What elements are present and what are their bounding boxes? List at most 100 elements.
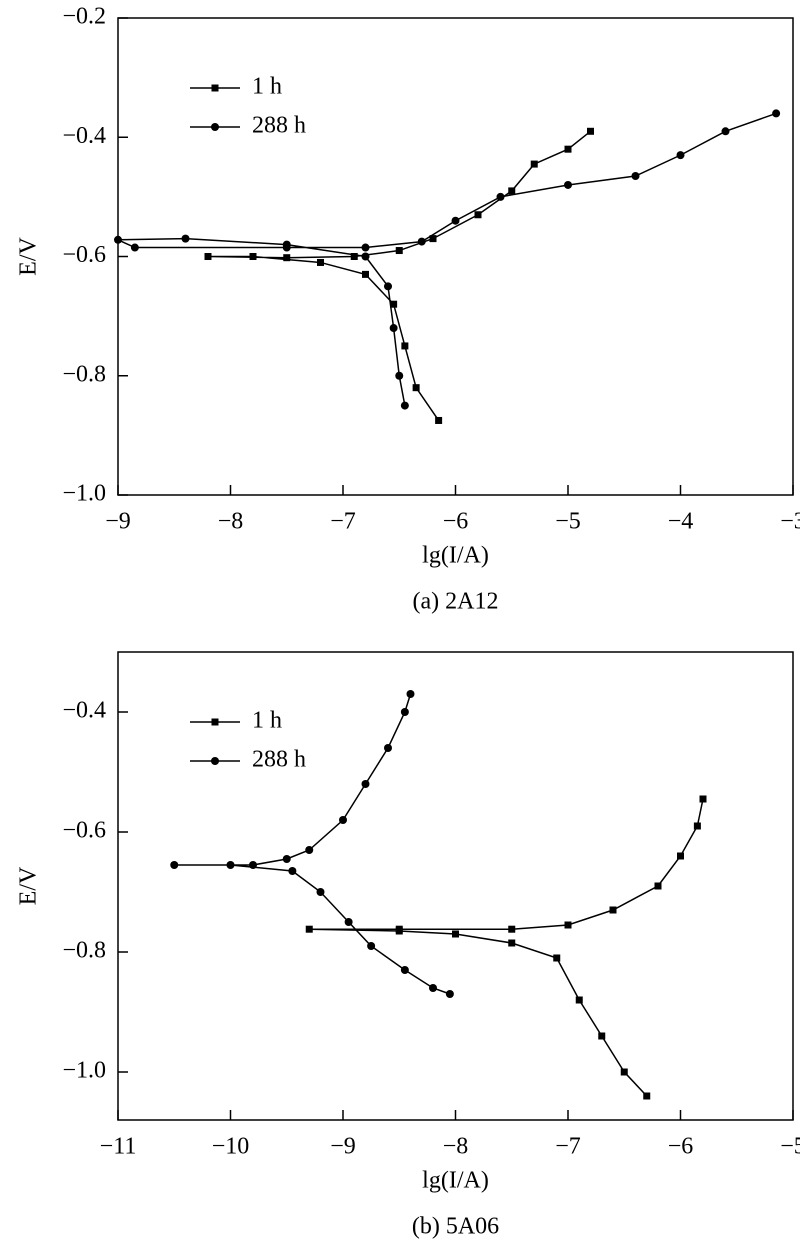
marker — [406, 690, 415, 698]
marker — [654, 882, 662, 890]
marker — [339, 816, 347, 824]
x-tick-label: −7 — [555, 1134, 581, 1160]
y-axis-label: E/V — [16, 866, 42, 905]
marker — [170, 861, 179, 869]
marker — [721, 127, 730, 136]
x-axis-label: lg(I/A) — [422, 543, 489, 569]
marker — [435, 416, 443, 424]
marker — [362, 270, 369, 278]
x-tick-label: −4 — [668, 509, 694, 535]
x-tick-label: −9 — [330, 1134, 356, 1160]
marker — [429, 235, 437, 243]
marker — [316, 888, 325, 896]
marker — [693, 822, 701, 830]
marker — [452, 930, 459, 938]
x-tick-label: −5 — [780, 1134, 800, 1160]
y-tick-label: −0.8 — [62, 938, 106, 964]
marker — [361, 252, 370, 261]
marker — [181, 234, 190, 243]
marker — [400, 708, 409, 716]
marker — [676, 151, 685, 160]
marker — [390, 300, 398, 308]
series-line — [174, 693, 451, 995]
marker — [451, 216, 460, 225]
marker — [344, 918, 353, 926]
legend-label: 1 h — [252, 708, 282, 734]
marker — [587, 127, 594, 135]
marker — [553, 954, 561, 962]
x-tick-label: −8 — [443, 1134, 469, 1160]
x-tick-label: −5 — [555, 509, 581, 535]
marker — [620, 1068, 628, 1076]
marker — [226, 861, 235, 869]
x-tick-label: −8 — [218, 509, 244, 535]
legend-label: 1 h — [252, 74, 282, 100]
y-axis-label: E/V — [16, 237, 42, 276]
marker — [564, 180, 572, 189]
marker — [412, 384, 420, 392]
marker — [282, 243, 291, 252]
marker — [283, 254, 291, 262]
marker — [249, 861, 257, 869]
marker — [564, 921, 572, 929]
marker — [130, 243, 139, 252]
marker — [288, 867, 297, 875]
y-tick-label: −0.4 — [62, 123, 106, 149]
y-tick-label: −0.2 — [62, 4, 106, 30]
marker — [508, 187, 516, 195]
marker — [114, 235, 122, 244]
x-axis-label: lg(I/A) — [422, 1168, 489, 1194]
legend-label: 288 h — [252, 747, 306, 773]
marker — [699, 795, 707, 803]
subtitle: (a) 2A12 — [413, 589, 499, 615]
y-tick-label: −0.4 — [62, 698, 106, 724]
marker — [530, 160, 538, 168]
y-tick-label: −1.0 — [62, 1058, 106, 1084]
marker — [350, 253, 358, 260]
marker — [317, 258, 324, 266]
marker — [417, 237, 426, 246]
marker — [400, 966, 409, 974]
marker — [361, 780, 370, 788]
marker — [305, 925, 313, 933]
legend-marker — [211, 123, 219, 131]
marker — [508, 925, 516, 933]
marker — [367, 942, 376, 950]
marker — [361, 243, 370, 252]
x-tick-label: −9 — [105, 509, 131, 535]
marker — [609, 906, 617, 914]
marker — [305, 846, 314, 854]
legend-marker — [211, 84, 219, 92]
marker — [204, 253, 212, 260]
subtitle: (b) 5A06 — [412, 1214, 499, 1240]
x-tick-label: −11 — [100, 1134, 137, 1160]
marker — [400, 401, 409, 410]
marker — [643, 1092, 651, 1100]
marker — [395, 247, 403, 255]
marker — [282, 855, 291, 863]
marker — [575, 996, 583, 1004]
y-tick-label: −0.6 — [62, 818, 106, 844]
marker — [631, 172, 640, 181]
marker — [384, 744, 392, 752]
marker — [249, 253, 257, 260]
y-tick-label: −0.6 — [62, 242, 106, 268]
x-tick-label: −10 — [212, 1134, 250, 1160]
x-tick-label: −6 — [443, 509, 469, 535]
marker — [384, 282, 392, 291]
marker — [598, 1032, 606, 1040]
marker — [508, 939, 516, 947]
marker — [445, 990, 454, 998]
marker — [496, 192, 505, 201]
marker — [474, 211, 482, 219]
x-tick-label: −3 — [780, 509, 800, 535]
legend-marker — [211, 757, 219, 765]
marker — [395, 371, 404, 380]
marker — [389, 324, 398, 333]
marker — [401, 342, 409, 350]
legend-marker — [211, 718, 219, 726]
x-tick-label: −7 — [330, 509, 356, 535]
y-tick-label: −0.8 — [62, 361, 106, 387]
legend-label: 288 h — [252, 113, 306, 139]
